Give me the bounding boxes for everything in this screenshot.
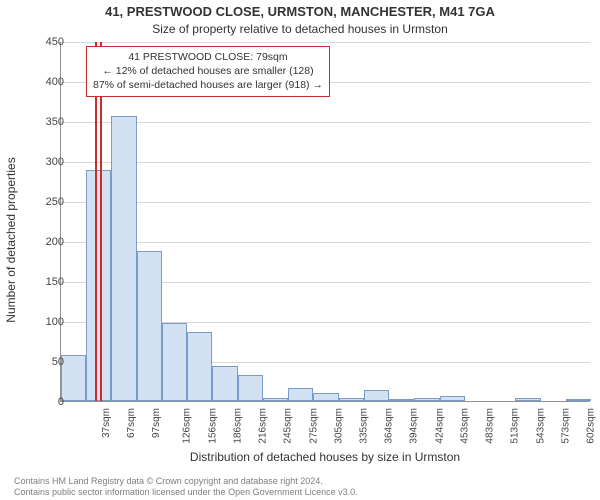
y-tick-label: 200 bbox=[34, 236, 64, 248]
histogram-bar bbox=[364, 390, 389, 401]
x-tick-label: 453sqm bbox=[460, 408, 471, 444]
title-sub: Size of property relative to detached ho… bbox=[0, 22, 600, 36]
gridline bbox=[61, 202, 590, 203]
histogram-bar bbox=[339, 398, 364, 401]
annotation-line1: 41 PRESTWOOD CLOSE: 79sqm bbox=[93, 50, 323, 64]
y-tick-label: 250 bbox=[34, 196, 64, 208]
x-tick-label: 275sqm bbox=[308, 408, 319, 444]
title-main: 41, PRESTWOOD CLOSE, URMSTON, MANCHESTER… bbox=[0, 4, 600, 19]
chart-container: 41, PRESTWOOD CLOSE, URMSTON, MANCHESTER… bbox=[0, 0, 600, 500]
x-tick-label: 573sqm bbox=[560, 408, 571, 444]
x-tick-label: 186sqm bbox=[232, 408, 243, 444]
x-tick-label: 483sqm bbox=[485, 408, 496, 444]
x-tick-label: 543sqm bbox=[535, 408, 546, 444]
histogram-bar bbox=[137, 251, 162, 401]
histogram-bar bbox=[111, 116, 136, 401]
histogram-bar bbox=[187, 332, 212, 401]
histogram-bar bbox=[389, 399, 414, 401]
x-tick-label: 513sqm bbox=[510, 408, 521, 444]
histogram-bar bbox=[86, 170, 111, 401]
x-axis-label: Distribution of detached houses by size … bbox=[60, 450, 590, 464]
y-tick-label: 400 bbox=[34, 76, 64, 88]
x-tick-label: 245sqm bbox=[283, 408, 294, 444]
histogram-bar bbox=[162, 323, 187, 401]
x-tick-label: 394sqm bbox=[409, 408, 420, 444]
x-tick-label: 67sqm bbox=[126, 408, 137, 438]
gridline bbox=[61, 122, 590, 123]
y-tick-label: 100 bbox=[34, 316, 64, 328]
footer-line1: Contains HM Land Registry data © Crown c… bbox=[14, 476, 358, 487]
annotation-line2: ← 12% of detached houses are smaller (12… bbox=[93, 64, 323, 78]
histogram-bar bbox=[313, 393, 338, 401]
x-tick-label: 364sqm bbox=[384, 408, 395, 444]
histogram-bar bbox=[212, 366, 237, 401]
x-tick-label: 126sqm bbox=[182, 408, 193, 444]
histogram-bar bbox=[440, 396, 465, 401]
x-tick-label: 216sqm bbox=[258, 408, 269, 444]
histogram-bar bbox=[288, 388, 313, 401]
x-tick-label: 602sqm bbox=[586, 408, 597, 444]
y-tick-label: 350 bbox=[34, 116, 64, 128]
gridline bbox=[61, 162, 590, 163]
x-tick-label: 424sqm bbox=[434, 408, 445, 444]
x-tick-label: 156sqm bbox=[207, 408, 218, 444]
histogram-bar bbox=[263, 398, 288, 401]
footer-line2: Contains public sector information licen… bbox=[14, 487, 358, 498]
y-tick-label: 300 bbox=[34, 156, 64, 168]
x-tick-label: 37sqm bbox=[101, 408, 112, 438]
x-tick-label: 335sqm bbox=[359, 408, 370, 444]
x-tick-label: 305sqm bbox=[333, 408, 344, 444]
histogram-bar bbox=[515, 398, 540, 401]
histogram-bar bbox=[238, 375, 263, 401]
annotation-line3: 87% of semi-detached houses are larger (… bbox=[93, 78, 323, 92]
y-tick-label: 0 bbox=[34, 396, 64, 408]
footer: Contains HM Land Registry data © Crown c… bbox=[14, 476, 358, 499]
y-tick-label: 50 bbox=[34, 356, 64, 368]
y-tick-label: 450 bbox=[34, 36, 64, 48]
x-tick-label: 97sqm bbox=[151, 408, 162, 438]
gridline bbox=[61, 242, 590, 243]
histogram-bar bbox=[414, 398, 439, 401]
gridline bbox=[61, 42, 590, 43]
annotation-box: 41 PRESTWOOD CLOSE: 79sqm ← 12% of detac… bbox=[86, 46, 330, 97]
histogram-bar bbox=[61, 355, 86, 401]
y-tick-label: 150 bbox=[34, 276, 64, 288]
histogram-bar bbox=[566, 399, 591, 401]
